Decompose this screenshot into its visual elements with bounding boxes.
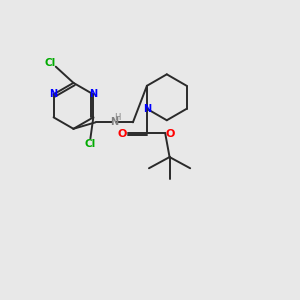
Text: Cl: Cl [45, 58, 56, 68]
Text: Cl: Cl [85, 139, 96, 148]
Text: H: H [114, 113, 121, 122]
Text: N: N [143, 104, 151, 114]
Text: N: N [89, 89, 98, 99]
Text: N: N [110, 117, 118, 127]
Text: O: O [118, 129, 127, 139]
Text: N: N [50, 89, 58, 99]
Text: O: O [166, 129, 175, 139]
